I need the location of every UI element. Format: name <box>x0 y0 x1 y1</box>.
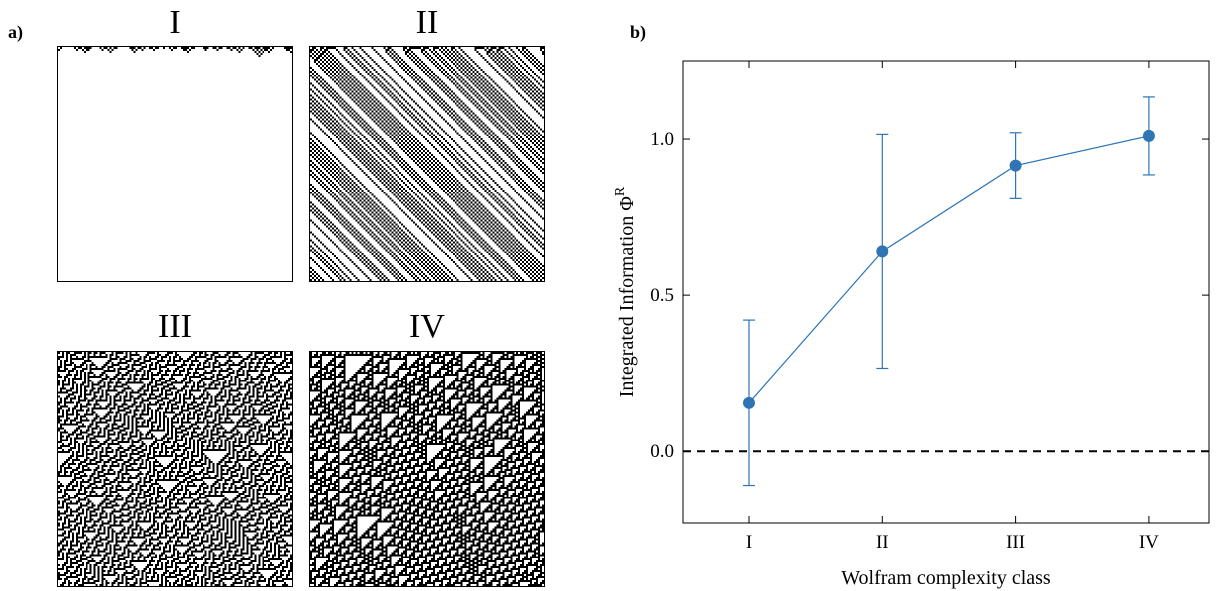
x-tick-label: IV <box>1139 532 1159 553</box>
y-axis-label-superscript: R <box>613 186 628 196</box>
data-point <box>876 245 889 258</box>
x-tick-label: I <box>746 532 752 553</box>
y-axis-label-main: Integrated Information Φ <box>616 196 638 398</box>
data-points <box>743 129 1155 409</box>
ca-title-class-3: III <box>158 308 192 345</box>
series-line <box>748 135 1150 404</box>
y-tick-label: 0.0 <box>650 441 674 462</box>
data-point <box>1009 159 1022 172</box>
x-tick-label: III <box>1006 532 1025 553</box>
ca-pattern-class-3 <box>57 351 293 587</box>
ca-title-class-4: IV <box>409 308 445 345</box>
data-point <box>743 396 755 409</box>
panel-b-label: b) <box>630 22 647 42</box>
ca-pattern-class-4 <box>309 351 545 587</box>
axis-ticks: 0.00.51.0I II III IV <box>650 61 1209 553</box>
error-bars <box>743 96 1155 487</box>
y-axis-label: Integrated Information ΦR <box>613 186 638 397</box>
ca-pattern-class-2 <box>309 46 545 282</box>
data-point <box>1142 129 1155 142</box>
panel-a-label: a) <box>8 22 23 42</box>
ca-title-class-1: I <box>169 4 181 41</box>
x-axis-label: Wolfram complexity class <box>841 567 1051 589</box>
x-tick-label: II <box>876 532 889 553</box>
ca-title-class-2: II <box>415 4 439 41</box>
plot-frame <box>682 60 1210 524</box>
y-tick-label: 0.5 <box>650 285 674 306</box>
ca-pattern-class-1 <box>57 46 293 282</box>
y-tick-label: 1.0 <box>650 129 674 150</box>
